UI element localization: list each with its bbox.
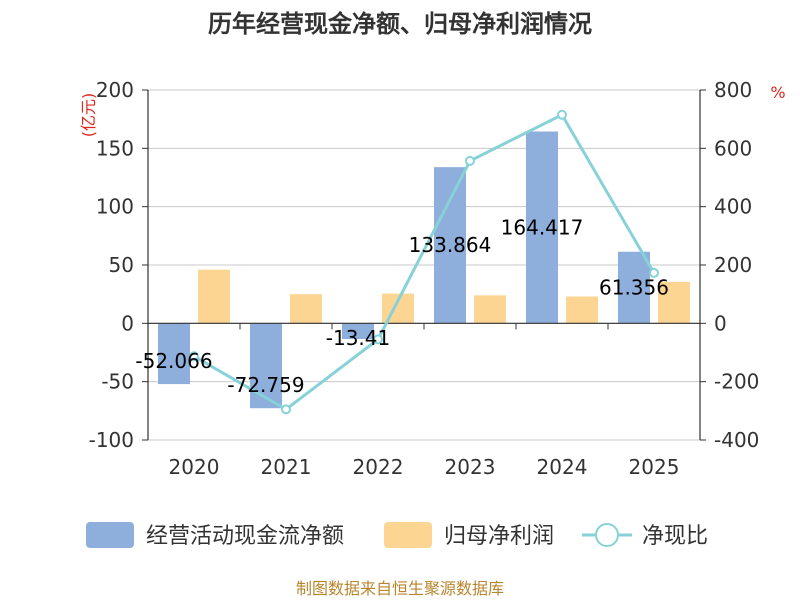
left-tick-label: -50 xyxy=(101,370,134,394)
ratio-point xyxy=(649,267,659,278)
legend-item-net-profit: 归母净利润 xyxy=(384,522,554,549)
x-tick-label: 2024 xyxy=(537,455,588,479)
legend-label: 净现比 xyxy=(642,524,708,549)
x-tick-label: 2021 xyxy=(261,455,312,479)
ratio-point xyxy=(557,109,567,120)
left-tick-label: 100 xyxy=(96,195,134,219)
net-profit-bar xyxy=(198,269,230,324)
data-label: -13.41 xyxy=(326,326,390,350)
axes: 200 150 100 50 0 -50 -100 800 600 400 200 0 -200 -400… xyxy=(89,78,760,479)
cashflow-bar xyxy=(342,323,374,339)
right-tick-label: 200 xyxy=(714,253,752,277)
cashflow-bar xyxy=(618,251,650,324)
legend-label: 归母净利润 xyxy=(444,524,554,549)
right-tick-label: 400 xyxy=(714,195,752,219)
left-tick-label: 50 xyxy=(109,253,134,277)
x-tick-label: 2022 xyxy=(353,455,404,479)
left-axis-unit: (亿元) xyxy=(79,93,98,138)
ratio-line-path xyxy=(193,112,656,412)
x-tick-label: 2020 xyxy=(169,455,220,479)
left-tick-label: 0 xyxy=(121,311,134,335)
data-label: -52.066 xyxy=(135,349,212,373)
cashflow-bar xyxy=(158,323,190,385)
bars xyxy=(158,131,690,409)
ratio-point xyxy=(373,334,383,345)
legend-swatch xyxy=(384,522,432,548)
left-tick-label: -100 xyxy=(89,428,134,452)
legend: 经营活动现金流净额 归母净利润 净现比 xyxy=(86,522,708,549)
legend-swatch xyxy=(86,522,134,548)
ratio-point xyxy=(281,404,291,415)
right-tick-label: 0 xyxy=(714,311,727,335)
legend-marker xyxy=(595,523,619,547)
cashflow-bar xyxy=(250,323,282,409)
data-label: 164.417 xyxy=(501,215,584,239)
ratio-line xyxy=(189,109,659,415)
cashflow-bar xyxy=(526,131,558,324)
legend-label: 经营活动现金流净额 xyxy=(146,524,344,549)
net-profit-bar xyxy=(566,296,598,324)
right-tick-label: 600 xyxy=(714,136,752,160)
net-profit-bar xyxy=(290,294,322,324)
data-label: 61.356 xyxy=(599,276,669,300)
right-tick-label: 800 xyxy=(714,78,752,102)
right-axis-unit: % xyxy=(770,83,785,102)
data-labels: -52.066 -72.759 -13.41 133.864 164.417 61.356 xyxy=(135,215,669,397)
ratio-point xyxy=(465,155,475,166)
net-profit-bar xyxy=(474,295,506,324)
data-label: 133.864 xyxy=(409,233,492,257)
ratio-point xyxy=(189,351,199,362)
right-tick-label: -400 xyxy=(714,428,759,452)
left-tick-label: 150 xyxy=(96,136,134,160)
source-note: 制图数据来自恒生聚源数据库 xyxy=(296,579,504,598)
data-label: -72.759 xyxy=(227,373,304,397)
x-tick-label: 2023 xyxy=(445,455,496,479)
chart-title: 历年经营现金净额、归母净利润情况 xyxy=(208,10,592,38)
legend-item-ratio: 净现比 xyxy=(582,523,708,549)
cashflow-bar xyxy=(434,167,466,324)
right-tick-label: -200 xyxy=(714,370,759,394)
net-profit-bar xyxy=(658,281,690,324)
left-tick-label: 200 xyxy=(96,78,134,102)
x-tick-label: 2025 xyxy=(629,455,680,479)
legend-item-cashflow: 经营活动现金流净额 xyxy=(86,522,344,549)
